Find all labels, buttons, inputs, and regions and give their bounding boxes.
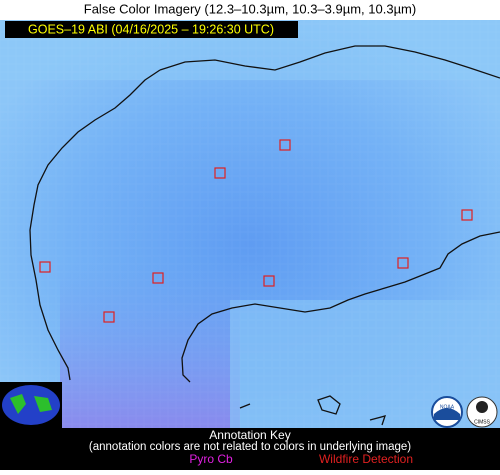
key-wildfire: Wildfire Detection	[319, 452, 413, 466]
key-title: Annotation Key	[209, 428, 290, 442]
key-note: (annotation colors are not related to co…	[89, 441, 411, 453]
logos: NOAA CIMSS	[431, 396, 498, 428]
key-bar	[0, 428, 500, 470]
title-bar	[0, 0, 500, 20]
globe-inset	[0, 382, 62, 428]
key-pyrocb: Pyro Cb	[189, 452, 233, 466]
subtitle: GOES–19 ABI (04/16/2025 – 19:26:30 UTC)	[28, 22, 274, 36]
logo-cimss: CIMSS	[474, 419, 491, 425]
title: False Color Imagery (12.3–10.3µm, 10.3–3…	[84, 1, 416, 16]
satellite-image	[0, 20, 500, 428]
subtitle-box	[5, 21, 298, 38]
wildfire-detections	[39, 139, 473, 323]
logo-noaa: NOAA	[440, 404, 455, 410]
